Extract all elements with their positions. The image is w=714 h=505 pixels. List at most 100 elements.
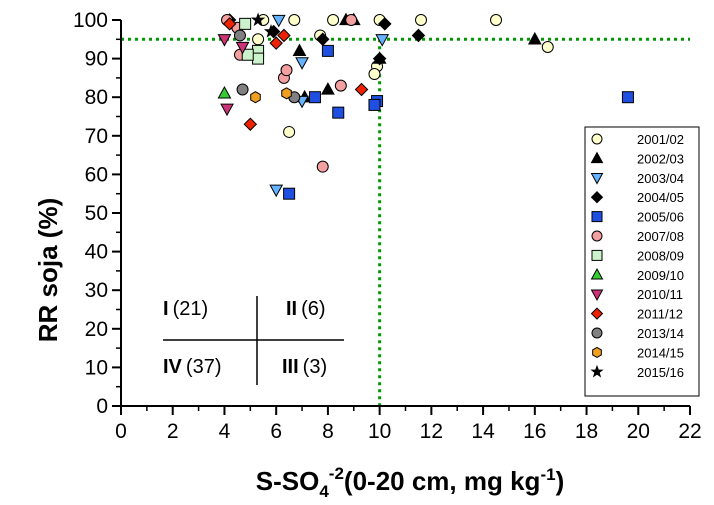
y-tick-label: 100 (73, 9, 108, 32)
data-point (217, 85, 232, 99)
data-point (321, 44, 334, 57)
quadrant-divider (163, 296, 344, 385)
data-point (332, 106, 345, 119)
axes: 0 10 20 30 40 50 60 70 80 90 100 0 2 4 6 8 10 12 14 16 18 20 2… (73, 9, 702, 443)
legend-label: 2003/04 (637, 171, 684, 186)
x-tick-label: 12 (420, 420, 443, 443)
data-point (252, 33, 265, 46)
y-tick-label: 60 (85, 163, 108, 186)
data-point (292, 43, 307, 57)
data-point (334, 79, 347, 92)
x-tick-label: 16 (523, 420, 546, 443)
y-tick-label: 80 (85, 86, 108, 109)
x-tick-label: 0 (115, 420, 127, 443)
data-point (372, 51, 387, 66)
legend-marker (590, 364, 604, 378)
data-point (378, 17, 392, 31)
x-tick-label: 20 (627, 420, 650, 443)
legend-marker (590, 190, 604, 204)
quadrant-label-top-left: I (21) (163, 298, 208, 320)
data-point (250, 12, 266, 27)
quadrant-label-top-right: II (6) (286, 298, 326, 320)
legend-label: 2002/03 (637, 151, 684, 166)
legend-marker (590, 151, 604, 164)
data-point (308, 91, 321, 104)
legend-marker (592, 346, 602, 358)
data-point (236, 83, 249, 96)
x-tick-label: 14 (471, 420, 495, 443)
data-point (281, 87, 292, 100)
data-point (415, 14, 428, 26)
x-tick-label: 10 (368, 420, 391, 443)
data-point (252, 52, 265, 65)
legend-marker (591, 327, 603, 339)
legend-label: 2009/10 (637, 268, 684, 283)
data-point (233, 29, 246, 42)
data-point (295, 57, 309, 70)
series-2011-12 (222, 17, 369, 131)
legend-marker (590, 307, 604, 320)
series-2001-02 (252, 14, 554, 138)
legend: 2001/02 2002/03 2003/04 2004/05 2005/06 2007/… (584, 126, 700, 397)
legend-label: 2010/11 (637, 287, 683, 302)
legend-label: 2011/12 (637, 307, 683, 322)
legend-marker (591, 211, 603, 223)
series-2002-03 (292, 12, 542, 103)
data-points (217, 12, 634, 200)
legend-marker (591, 230, 603, 242)
quadrant-label-bottom-left: IV (37) (163, 356, 221, 378)
series-2007-08 (221, 14, 358, 173)
data-point (327, 14, 340, 26)
data-point (222, 17, 237, 31)
y-tick-label: 0 (96, 395, 108, 418)
data-point (321, 82, 335, 95)
legend-marker (591, 249, 603, 261)
data-point (241, 48, 254, 61)
x-tick-label: 18 (575, 420, 598, 443)
legend-label: 2001/02 (637, 132, 684, 147)
y-tick-label: 40 (85, 241, 108, 264)
quadrant-labels: I (21) II (6) IV (37) III (3) (163, 298, 327, 378)
data-point (277, 28, 291, 43)
data-point (283, 125, 296, 138)
series-2009-10 (217, 85, 232, 99)
series-2005-06 (283, 44, 634, 200)
data-point (283, 187, 296, 200)
threshold-lines (121, 37, 690, 406)
series-2014-15 (250, 87, 292, 104)
series-2015-16 (250, 12, 279, 38)
data-point (220, 103, 234, 117)
data-point (316, 160, 329, 173)
y-tick-label: 20 (85, 318, 108, 341)
data-point (239, 17, 252, 30)
data-point (354, 82, 369, 97)
data-point (263, 24, 279, 38)
data-point (345, 14, 358, 26)
data-point (368, 98, 381, 111)
legend-label: 2007/08 (637, 229, 684, 244)
x-tick-label: 6 (270, 420, 282, 443)
y-tick-label: 10 (85, 356, 108, 379)
legend-marker (590, 289, 604, 301)
data-point (541, 41, 554, 54)
y-tick-label: 70 (85, 125, 108, 148)
x-tick-label: 8 (322, 420, 334, 443)
data-point (269, 184, 284, 198)
data-point (250, 91, 261, 104)
data-point (368, 68, 381, 81)
data-point (411, 28, 426, 43)
legend-label: 2008/09 (637, 248, 684, 263)
x-tick-label: 2 (167, 420, 179, 443)
y-tick-label: 30 (85, 279, 108, 302)
quadrant-label-bottom-right: III (3) (282, 356, 327, 378)
x-axis-title: S-SO4-2(0-20 cm, mg kg-1) (256, 464, 564, 501)
y-tick-label: 90 (85, 48, 108, 71)
legend-marker (590, 268, 604, 280)
data-point (280, 64, 293, 77)
data-point (288, 14, 301, 26)
legend-box (584, 126, 700, 397)
legend-label: 2013/14 (637, 326, 684, 341)
legend-marker (591, 133, 603, 145)
data-point (217, 34, 232, 47)
legend-label: 2014/15 (637, 345, 684, 360)
